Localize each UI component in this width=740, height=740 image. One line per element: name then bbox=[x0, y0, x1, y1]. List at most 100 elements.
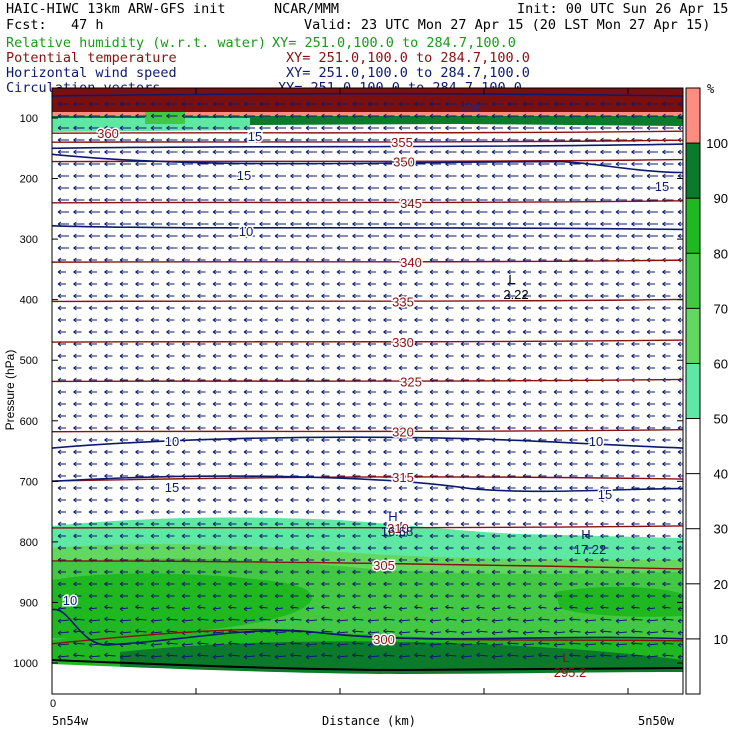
wind-vector-head bbox=[57, 545, 62, 551]
wind-vector bbox=[336, 631, 349, 634]
wind-vector-head bbox=[600, 640, 604, 646]
wind-vector-head bbox=[119, 173, 124, 179]
wind-vector-head bbox=[73, 437, 77, 443]
wind-vector-head bbox=[445, 305, 449, 311]
wind-vector-head bbox=[677, 509, 682, 515]
extremum-value: 16.68 bbox=[381, 524, 414, 539]
wind-vector-head bbox=[274, 389, 279, 395]
wind-vector-head bbox=[646, 173, 651, 179]
wind-vector-head bbox=[677, 401, 682, 407]
wind-vector-head bbox=[615, 557, 620, 563]
wind-vector-head bbox=[569, 149, 573, 155]
theta-contour bbox=[52, 139, 683, 143]
wind-vector-head bbox=[135, 449, 139, 455]
wind-vector-head bbox=[476, 628, 480, 634]
wind-vector-head bbox=[584, 221, 589, 227]
wind-vector bbox=[476, 642, 488, 645]
wind-vector-head bbox=[646, 413, 651, 419]
wind-vector-head bbox=[150, 293, 155, 299]
wind-vector-head bbox=[522, 557, 527, 563]
wind-vector-head bbox=[646, 497, 651, 503]
wind-vector-head bbox=[135, 569, 139, 575]
wind-vector-head bbox=[398, 125, 403, 131]
wind-vector-head bbox=[228, 113, 232, 119]
wind-vector-head bbox=[646, 557, 651, 563]
wind-vector-head bbox=[119, 606, 124, 612]
wind-vector-head bbox=[166, 125, 170, 131]
wind-vector-head bbox=[321, 317, 325, 323]
wind-vector-head bbox=[305, 125, 310, 131]
wind-vector-head bbox=[57, 353, 62, 359]
wind-vector-head bbox=[367, 125, 372, 131]
wind-vector-head bbox=[507, 209, 511, 215]
wind-vector-head bbox=[336, 545, 341, 551]
wind-vector-head bbox=[321, 604, 325, 610]
wind-vector-head bbox=[88, 161, 93, 167]
wind-vector-head bbox=[553, 509, 558, 515]
wind-vector-head bbox=[631, 233, 635, 239]
wind-vector-head bbox=[290, 173, 294, 179]
x-axis-label: Distance (km) bbox=[322, 714, 416, 728]
wind-vector-head bbox=[646, 437, 651, 443]
wind-vector-head bbox=[445, 401, 449, 407]
wind-vector-head bbox=[538, 317, 542, 323]
wind-vector-head bbox=[352, 101, 356, 107]
wind-vector-head bbox=[88, 365, 93, 371]
wind-vector-head bbox=[507, 293, 511, 299]
wind-vector-head bbox=[321, 485, 325, 491]
wind-vector-head bbox=[336, 413, 341, 419]
wind-vector-head bbox=[181, 353, 186, 359]
wind-vector-head bbox=[367, 593, 372, 599]
wind-vector-head bbox=[181, 293, 186, 299]
wind-vector-head bbox=[336, 197, 341, 203]
wind-vector-head bbox=[243, 606, 248, 612]
wind-vector bbox=[383, 654, 395, 657]
wind-vector-head bbox=[274, 365, 279, 371]
wind-vector-head bbox=[135, 461, 139, 467]
wind-vector-head bbox=[491, 281, 496, 287]
wind-vector-head bbox=[290, 616, 294, 622]
wind-vector-head bbox=[212, 509, 217, 515]
wind-vector-head bbox=[274, 593, 279, 599]
colorbar-tick-label: 90 bbox=[714, 191, 728, 206]
wind-vector-head bbox=[305, 642, 310, 648]
wind-vector-head bbox=[476, 173, 480, 179]
wind-vector-head bbox=[305, 654, 310, 660]
wind-vector-head bbox=[135, 545, 139, 551]
wind-vector-head bbox=[352, 593, 356, 599]
wind-vector-head bbox=[445, 652, 449, 658]
wind-vector-head bbox=[197, 101, 201, 107]
wind-vector-head bbox=[243, 221, 248, 227]
wind-vector-head bbox=[569, 652, 573, 658]
wind-vector-head bbox=[553, 293, 558, 299]
wind-vector-head bbox=[181, 533, 186, 539]
wind-vector-head bbox=[228, 269, 232, 275]
wind-vector-head bbox=[569, 640, 573, 646]
wind-vector-head bbox=[305, 593, 310, 599]
wind-vector-head bbox=[88, 353, 93, 359]
wind-vector-head bbox=[538, 389, 542, 395]
wind-vector-head bbox=[166, 533, 170, 539]
wind-vector-head bbox=[600, 616, 604, 622]
wind-vector-head bbox=[135, 185, 139, 191]
wind-vector-head bbox=[305, 437, 310, 443]
wind-vector-head bbox=[321, 449, 325, 455]
wind-vector-head bbox=[212, 413, 217, 419]
wind-vector-head bbox=[553, 461, 558, 467]
theta-label: 330 bbox=[392, 335, 414, 350]
wind-vector-head bbox=[584, 485, 589, 491]
wind-vector-head bbox=[274, 509, 279, 515]
wind-vector bbox=[166, 606, 175, 609]
wind-vector-head bbox=[445, 628, 449, 634]
wind-vector-head bbox=[212, 581, 217, 587]
wind-vector-head bbox=[104, 652, 108, 658]
wind-vector-head bbox=[662, 389, 666, 395]
wind-vector-head bbox=[88, 473, 93, 479]
wind-vector-head bbox=[104, 293, 108, 299]
y-tick-label: 900 bbox=[20, 597, 38, 609]
wind-vector-head bbox=[584, 149, 589, 155]
wind-vector-head bbox=[476, 101, 480, 107]
wind-vector bbox=[677, 656, 683, 658]
wind-vector-head bbox=[646, 606, 651, 612]
wind-vector-head bbox=[336, 425, 341, 431]
